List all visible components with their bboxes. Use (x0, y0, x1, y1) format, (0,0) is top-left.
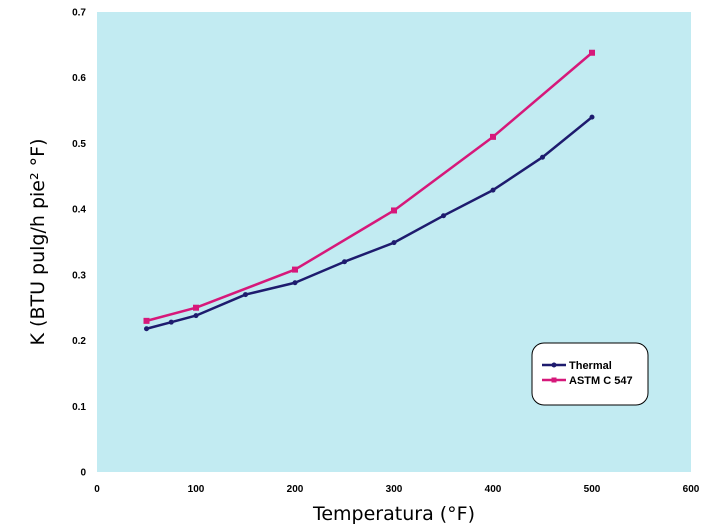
data-point-astm-c-547 (143, 317, 150, 324)
data-point-thermal (490, 187, 496, 193)
data-point-thermal (144, 326, 149, 332)
data-point-astm-c-547 (292, 266, 298, 273)
y-tick-label: 0.3 (72, 270, 86, 281)
x-tick-label: 300 (386, 484, 403, 495)
legend-marker-astm (551, 377, 557, 383)
data-point-astm-c-547 (490, 133, 496, 140)
data-point-thermal (168, 319, 174, 325)
x-axis-title: Temperatura (°F) (312, 503, 475, 525)
data-point-thermal (441, 213, 446, 219)
series-line-astm-c-547 (146, 51, 593, 323)
y-tick-label: 0.1 (72, 402, 86, 413)
data-point-astm-c-547 (193, 304, 199, 311)
x-axis-ticks: 0 100 200 300 400 500 600 (94, 484, 700, 495)
data-point-astm-c-547 (589, 49, 595, 56)
legend-label-astm: ASTM C 547 (569, 375, 633, 387)
x-tick-label: 500 (584, 484, 601, 495)
y-tick-label: 0 (80, 468, 86, 479)
series-thermal (144, 114, 595, 332)
x-tick-label: 400 (485, 484, 502, 495)
x-tick-label: 100 (188, 484, 205, 495)
legend-box (531, 342, 649, 406)
y-axis-ticks: 0 0.1 0.2 0.3 0.4 0.5 0.6 0.7 (72, 8, 86, 479)
y-tick-label: 0.4 (72, 205, 86, 216)
data-point-astm-c-547 (391, 207, 397, 214)
y-tick-label: 0.6 (72, 73, 86, 84)
legend: Thermal ASTM C 547 (531, 342, 649, 406)
x-tick-label: 600 (683, 484, 700, 495)
x-tick-label: 200 (287, 484, 304, 495)
legend-label-thermal: Thermal (569, 360, 612, 372)
legend-marker-thermal (551, 362, 557, 368)
y-tick-label: 0.2 (72, 336, 86, 347)
data-point-thermal (540, 154, 545, 160)
data-point-thermal (243, 292, 248, 298)
series-layer (143, 49, 595, 332)
data-point-thermal (193, 313, 199, 319)
data-point-thermal (342, 259, 347, 265)
y-tick-label: 0.7 (72, 8, 86, 19)
x-tick-label: 0 (94, 484, 100, 495)
data-point-thermal (292, 280, 298, 286)
data-point-thermal (589, 114, 595, 120)
series-astm-c-547 (143, 49, 595, 324)
y-tick-label: 0.5 (72, 139, 86, 150)
y-axis-title: K (BTU pulg/h pie² °F) (27, 139, 49, 346)
data-point-thermal (391, 240, 397, 246)
